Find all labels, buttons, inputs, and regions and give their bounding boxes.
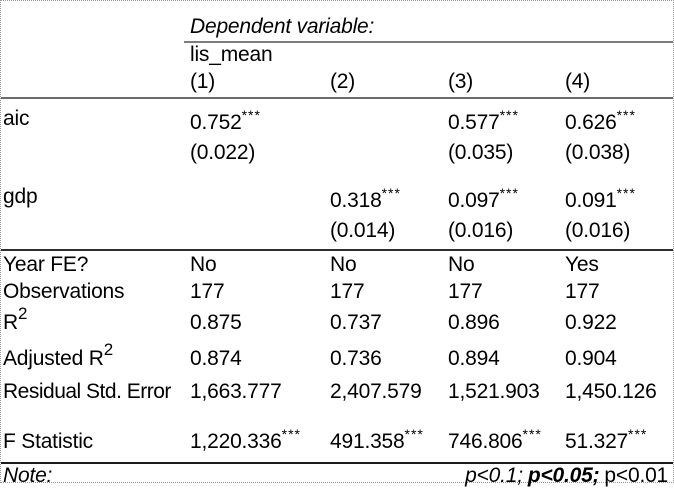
significance-stars: *** <box>616 185 636 201</box>
adj-r2-4: 0.904 <box>565 347 617 370</box>
year-fe-4: Yes <box>565 252 599 276</box>
column-numbers-row: (1) (2) (3) (4) <box>1 67 674 99</box>
std-error: (0.022) <box>190 141 256 164</box>
f-stat-4: 51.327*** <box>559 406 674 464</box>
significance-stars: *** <box>499 107 519 123</box>
note-p-001: p<0.01 <box>604 464 669 487</box>
std-error: (0.035) <box>448 141 514 164</box>
adj-r2-3: 0.894 <box>448 347 500 370</box>
aic-cell-2 <box>324 98 442 177</box>
aic-cell-1: 0.752*** (0.022) <box>184 98 324 177</box>
significance-stars: *** <box>381 185 401 201</box>
empty-cell <box>1 42 184 67</box>
adj-r2-2: 0.736 <box>330 347 382 370</box>
observations-4: 177 <box>565 279 600 303</box>
row-label-residual-std-error: Residual Std. Error <box>3 379 171 403</box>
dependent-variable-label: Dependent variable: <box>190 15 375 38</box>
dependent-variable-row: Dependent variable: <box>1 1 674 43</box>
significance-stars: *** <box>616 107 636 123</box>
r2-1: 0.875 <box>190 311 242 334</box>
coefficient-row-aic: aic 0.752*** (0.022) 0.577*** (0.035) 0.… <box>1 98 673 177</box>
estimate: 0.097*** <box>448 185 519 212</box>
column-number-1: (1) <box>184 67 324 99</box>
note-p-005: p<0.05; <box>527 464 600 487</box>
estimate: 0.091*** <box>565 185 636 212</box>
row-label-year-fe: Year FE? <box>3 252 89 276</box>
std-error: (0.016) <box>448 219 514 242</box>
adj-r2-1: 0.874 <box>190 347 242 370</box>
gdp-cell-2: 0.318*** (0.014) <box>324 177 442 251</box>
note-p-01: p<0.1; <box>465 464 523 487</box>
f-stat-3: 746.806*** <box>442 406 559 464</box>
significance-stars: *** <box>628 426 648 442</box>
note-text: p<0.1; p<0.05; p<0.01 <box>184 463 673 488</box>
stat-row-observations: Observations 177 177 177 177 <box>1 278 673 305</box>
f-stat-1: 1,220.336*** <box>184 406 324 464</box>
significance-stars: *** <box>241 107 261 123</box>
stat-row-f-statistic: F Statistic 1,220.336*** 491.358*** 746.… <box>1 406 674 464</box>
note-row: Note: p<0.1; p<0.05; p<0.01 <box>1 463 673 488</box>
column-number-2: (2) <box>324 67 442 99</box>
r2-4: 0.922 <box>565 311 617 334</box>
rse-3: 1,521.903 <box>448 379 540 403</box>
gdp-cell-3: 0.097*** (0.016) <box>442 177 559 251</box>
gdp-cell-4: 0.091*** (0.016) <box>559 177 674 251</box>
stat-row-year-fe: Year FE? No No No Yes <box>1 250 673 278</box>
column-number-4: (4) <box>559 67 674 99</box>
dependent-variable-name-row: lis_mean <box>1 42 673 67</box>
rse-4: 1,450.126 <box>565 379 657 403</box>
gdp-cell-1 <box>184 177 324 251</box>
coefficient-row-gdp: gdp 0.318*** (0.014) 0.097*** (0.016) 0.… <box>1 177 674 251</box>
year-fe-1: No <box>190 252 217 276</box>
note-label: Note: <box>3 464 53 487</box>
observations-2: 177 <box>330 279 365 303</box>
column-number-3: (3) <box>442 67 559 99</box>
observations-3: 177 <box>448 279 483 303</box>
estimate: 0.752*** <box>190 107 261 134</box>
estimate: 0.626*** <box>565 107 636 134</box>
estimate: 0.318*** <box>330 185 401 212</box>
aic-cell-4: 0.626*** (0.038) <box>559 98 673 177</box>
std-error: (0.016) <box>565 219 631 242</box>
row-label-f-statistic: F Statistic <box>1 406 184 464</box>
row-label-r2: R2 <box>3 304 28 334</box>
std-error: (0.014) <box>330 219 396 242</box>
significance-stars: *** <box>499 185 519 201</box>
superscript-2: 2 <box>17 304 28 323</box>
superscript-2: 2 <box>103 340 113 359</box>
dependent-variable-name: lis_mean <box>190 43 273 66</box>
r2-3: 0.896 <box>448 311 500 334</box>
significance-stars: *** <box>404 426 424 442</box>
year-fe-3: No <box>448 252 475 276</box>
row-label-observations: Observations <box>3 279 125 303</box>
significance-stars: *** <box>281 426 301 442</box>
row-label-aic: aic <box>3 107 30 130</box>
aic-cell-3: 0.577*** (0.035) <box>442 98 559 177</box>
stat-row-adjusted-r2: Adjusted R2 0.874 0.736 0.894 0.904 <box>1 341 673 377</box>
rse-1: 1,663.777 <box>190 379 282 403</box>
empty-cell <box>1 67 184 99</box>
r2-2: 0.737 <box>330 311 382 334</box>
rse-2: 2,407.579 <box>330 379 422 403</box>
empty-cell <box>1 1 184 42</box>
stat-row-residual-std-error: Residual Std. Error 1,663.777 2,407.579 … <box>1 377 673 406</box>
significance-stars: *** <box>522 426 542 442</box>
row-label-adjusted-r2: Adjusted R2 <box>3 340 113 370</box>
year-fe-2: No <box>330 252 357 276</box>
row-label-gdp: gdp <box>1 177 184 251</box>
f-stat-2: 491.358*** <box>324 406 442 464</box>
stat-row-r2: R2 0.875 0.737 0.896 0.922 <box>1 305 673 341</box>
dependent-variable-header: Dependent variable: <box>184 1 674 43</box>
observations-1: 177 <box>190 279 225 303</box>
std-error: (0.038) <box>565 141 631 164</box>
estimate: 0.577*** <box>448 107 519 134</box>
